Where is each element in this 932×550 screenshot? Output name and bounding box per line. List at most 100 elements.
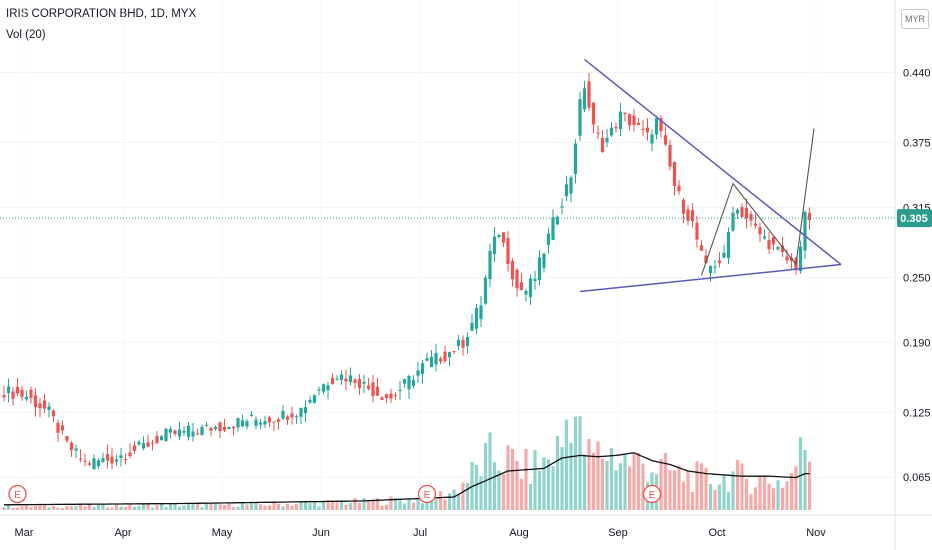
volume-bar xyxy=(636,452,641,510)
candle-body xyxy=(407,375,411,390)
volume-bar xyxy=(515,460,519,510)
volume-bar xyxy=(299,501,303,510)
candle-body xyxy=(362,381,366,384)
last-price-label: 0.305 xyxy=(900,213,928,225)
volume-bar xyxy=(438,491,443,510)
volume-bar xyxy=(218,504,222,510)
volume-bar xyxy=(569,442,573,510)
volume-bar xyxy=(245,504,249,510)
candle-body xyxy=(222,426,227,431)
candle-body xyxy=(38,403,42,409)
volume-bar xyxy=(497,470,501,510)
candle-body xyxy=(245,421,249,427)
currency-button[interactable]: MYR xyxy=(901,9,929,29)
volume-bar xyxy=(609,448,614,510)
volume-bar xyxy=(339,501,344,510)
candle-body xyxy=(339,374,344,380)
candle-body xyxy=(141,443,146,449)
volume-bar xyxy=(492,462,497,510)
candle-body xyxy=(272,421,276,423)
candle-body xyxy=(411,380,416,386)
candle-body xyxy=(60,425,65,431)
candle-body xyxy=(254,419,258,426)
candle-body xyxy=(303,407,308,414)
volume-bar xyxy=(222,504,227,510)
candle-body xyxy=(56,422,60,433)
candle-body xyxy=(420,363,425,374)
candle-body xyxy=(236,418,240,428)
candle-body xyxy=(438,358,443,362)
volume-bar xyxy=(366,501,371,510)
volume-bar xyxy=(173,503,177,510)
candle-body xyxy=(506,238,510,264)
candle-body xyxy=(726,232,731,259)
candle-body xyxy=(686,209,690,221)
volume-bar xyxy=(632,453,636,510)
candle-body xyxy=(191,431,195,437)
volume-bar xyxy=(429,496,434,510)
candle-body xyxy=(731,212,735,231)
candle-body xyxy=(740,207,744,217)
volume-bar xyxy=(155,505,159,510)
volume-bar xyxy=(357,503,362,510)
candle-body xyxy=(695,222,699,240)
volume-bar xyxy=(362,497,366,510)
candle-body xyxy=(528,278,533,297)
candle-body xyxy=(389,393,393,399)
volume-bar xyxy=(690,491,695,510)
candle-body xyxy=(132,445,137,451)
candle-body xyxy=(542,253,546,268)
candle-body xyxy=(780,245,785,253)
candle-body xyxy=(326,385,330,391)
volume-bar xyxy=(74,506,78,510)
volume-bar xyxy=(681,481,686,510)
candle-body xyxy=(173,430,177,435)
candle-body xyxy=(87,463,92,465)
candle-body xyxy=(380,397,384,400)
candle-body xyxy=(753,223,758,226)
volume-bar xyxy=(123,506,128,510)
candle-body xyxy=(263,421,267,425)
candle-body xyxy=(74,448,78,451)
volume-bar xyxy=(587,438,591,510)
candle-body xyxy=(479,305,483,320)
candle-body xyxy=(114,459,119,462)
volume-bar xyxy=(753,487,758,510)
volume-bar xyxy=(704,467,708,510)
y-tick-label: 0.250 xyxy=(903,273,931,285)
candle-body xyxy=(96,460,101,467)
volume-bar xyxy=(308,503,312,510)
volume-bar xyxy=(528,483,533,510)
candle-body xyxy=(6,386,11,394)
volume-bar xyxy=(272,501,276,510)
candle-body xyxy=(317,389,321,391)
x-tick-label: Nov xyxy=(806,527,826,539)
volume-bar xyxy=(803,450,807,510)
volume-bar xyxy=(708,484,713,510)
candle-body xyxy=(735,209,740,214)
volume-bar xyxy=(294,503,299,510)
volume-bar xyxy=(96,504,101,510)
x-tick-label: Jul xyxy=(413,527,427,539)
candle-body xyxy=(213,427,218,430)
candle-body xyxy=(519,282,524,290)
candle-body xyxy=(501,232,506,243)
volume-bar xyxy=(627,466,632,510)
candle-body xyxy=(569,177,573,194)
volume-bar xyxy=(749,494,753,510)
volume-bar xyxy=(321,501,326,510)
candle-body xyxy=(474,308,479,329)
candle-body xyxy=(587,81,591,108)
y-tick-label: 0.375 xyxy=(903,138,931,150)
trendline-lower xyxy=(579,263,842,293)
volume-bar xyxy=(393,497,398,510)
candle-body xyxy=(713,266,717,268)
candle-body xyxy=(663,135,668,145)
candle-body xyxy=(627,114,632,126)
candle-body xyxy=(366,385,371,389)
candle-body xyxy=(618,111,623,130)
x-tick-label: Jun xyxy=(312,527,330,539)
volume-bar xyxy=(672,470,677,510)
candle-body xyxy=(650,134,654,144)
